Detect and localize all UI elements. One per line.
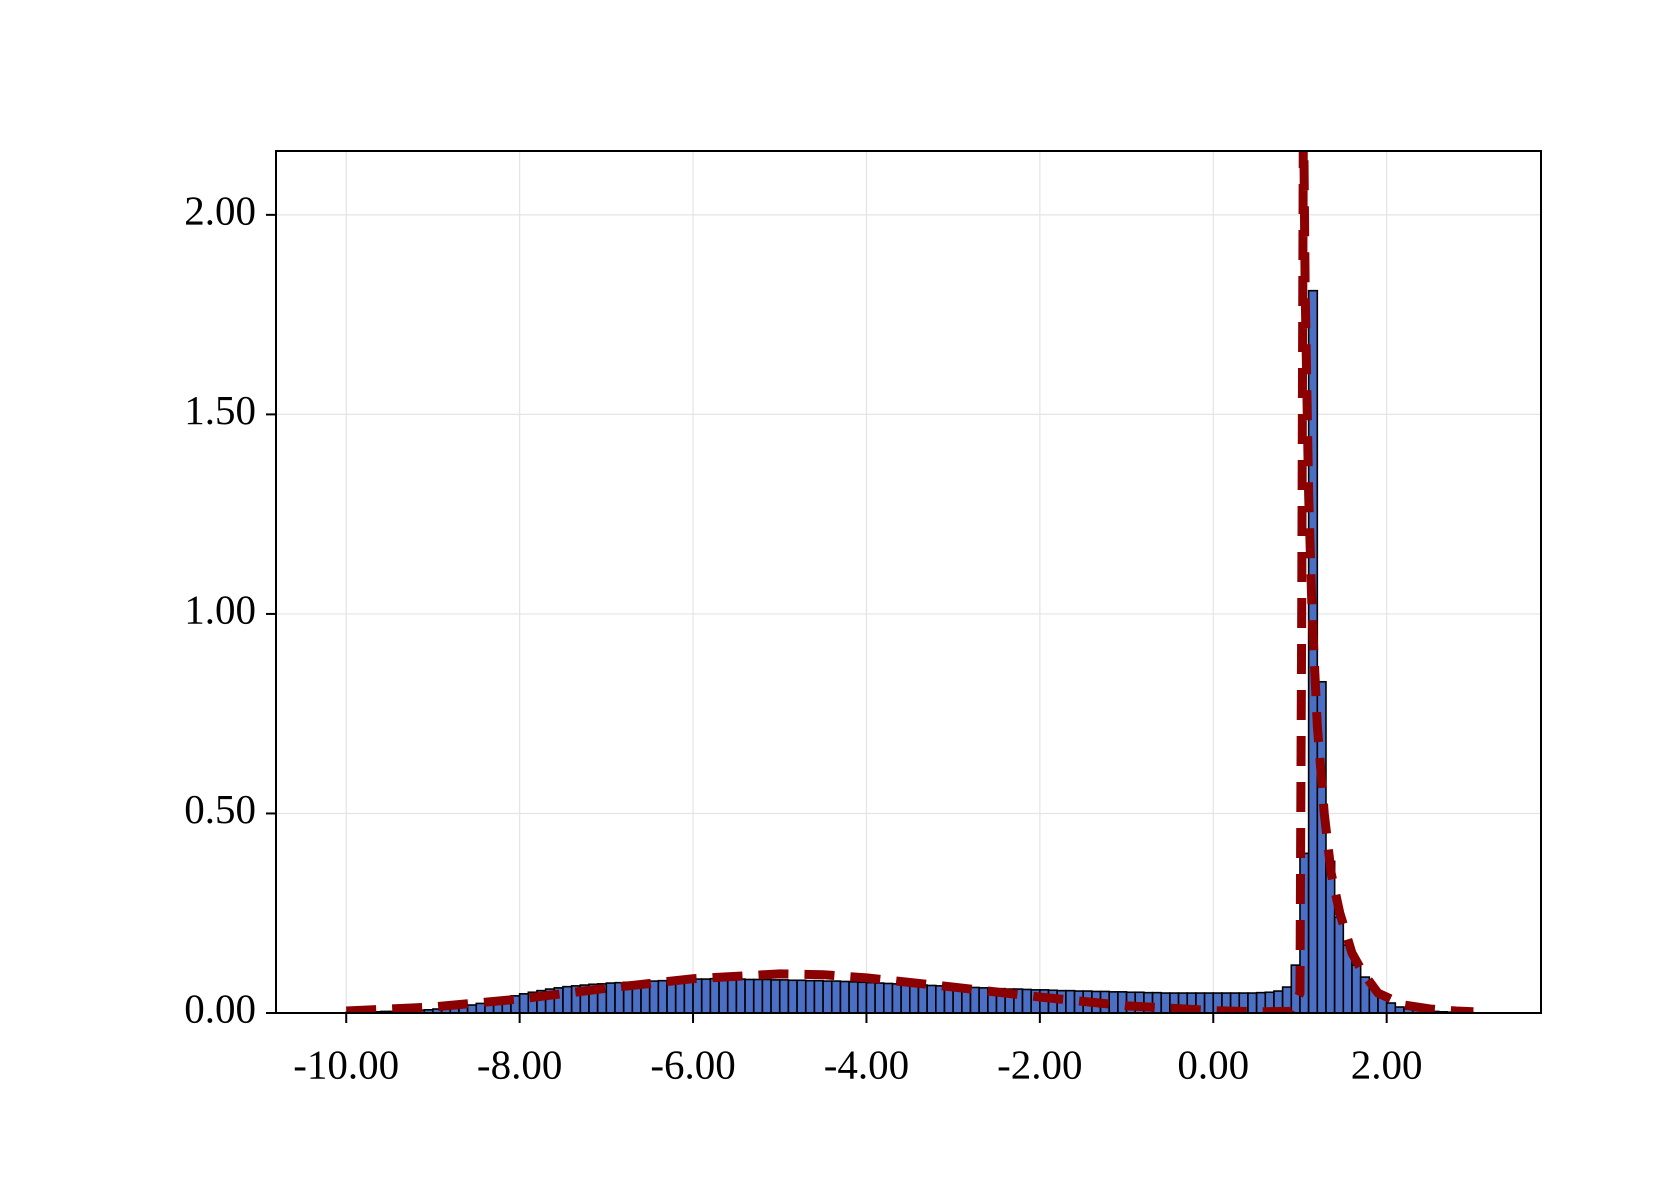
bar bbox=[969, 986, 980, 1013]
plot-area bbox=[345, 151, 1475, 1013]
bar bbox=[830, 980, 842, 1013]
bar bbox=[761, 978, 772, 1013]
x-tick-label: -6.00 bbox=[650, 1041, 735, 1087]
y-tick-label: 1.00 bbox=[184, 586, 256, 632]
x-tick-label: 2.00 bbox=[1351, 1041, 1423, 1087]
x-tick-label: -2.00 bbox=[997, 1041, 1082, 1087]
bar bbox=[848, 981, 859, 1013]
bar bbox=[605, 982, 616, 1013]
bar bbox=[683, 978, 694, 1013]
bar bbox=[1385, 1002, 1397, 1013]
bar bbox=[900, 983, 911, 1013]
bar bbox=[562, 985, 573, 1013]
bar bbox=[917, 984, 928, 1013]
x-tick-label: -4.00 bbox=[824, 1041, 909, 1087]
bar bbox=[822, 980, 833, 1013]
bar bbox=[796, 979, 807, 1013]
bar bbox=[865, 981, 876, 1013]
bar bbox=[787, 979, 798, 1013]
bar bbox=[692, 978, 703, 1013]
bar bbox=[882, 982, 894, 1013]
bar bbox=[1021, 988, 1032, 1013]
bar bbox=[909, 983, 920, 1013]
bar bbox=[726, 978, 738, 1013]
y-tick-label: 1.50 bbox=[184, 387, 256, 433]
bar bbox=[1160, 992, 1171, 1013]
bar bbox=[804, 979, 816, 1013]
bar bbox=[518, 993, 530, 1013]
bar bbox=[744, 978, 755, 1013]
x-tick-label: -10.00 bbox=[293, 1041, 399, 1087]
bar bbox=[709, 977, 720, 1013]
plot-frame bbox=[275, 150, 1542, 1014]
bar bbox=[1108, 991, 1119, 1013]
bar bbox=[718, 977, 729, 1013]
bar bbox=[1247, 992, 1258, 1013]
bar bbox=[891, 983, 902, 1013]
x-tick-label: 0.00 bbox=[1177, 1041, 1249, 1087]
bar bbox=[1065, 989, 1076, 1013]
bar bbox=[1203, 992, 1215, 1013]
bar bbox=[1307, 289, 1319, 1013]
y-tick-label: 2.00 bbox=[184, 187, 256, 233]
bar bbox=[839, 980, 850, 1013]
density-curve bbox=[346, 151, 1474, 1013]
bar bbox=[1325, 860, 1336, 1013]
bar bbox=[657, 979, 668, 1013]
y-tick-label: 0.50 bbox=[184, 786, 256, 832]
bar bbox=[752, 978, 764, 1013]
bar bbox=[1351, 964, 1362, 1013]
x-tick-label: -8.00 bbox=[477, 1041, 562, 1087]
bar bbox=[778, 979, 790, 1013]
bar bbox=[1333, 916, 1345, 1013]
bar bbox=[700, 978, 712, 1013]
bar bbox=[770, 979, 781, 1013]
bar bbox=[813, 979, 824, 1013]
bar bbox=[926, 984, 937, 1013]
bar bbox=[874, 982, 885, 1013]
bar bbox=[735, 978, 746, 1013]
bar bbox=[978, 987, 989, 1013]
bar bbox=[856, 981, 868, 1013]
bar bbox=[475, 1002, 486, 1013]
y-tick-label: 0.00 bbox=[184, 985, 256, 1031]
bar bbox=[466, 1004, 478, 1013]
